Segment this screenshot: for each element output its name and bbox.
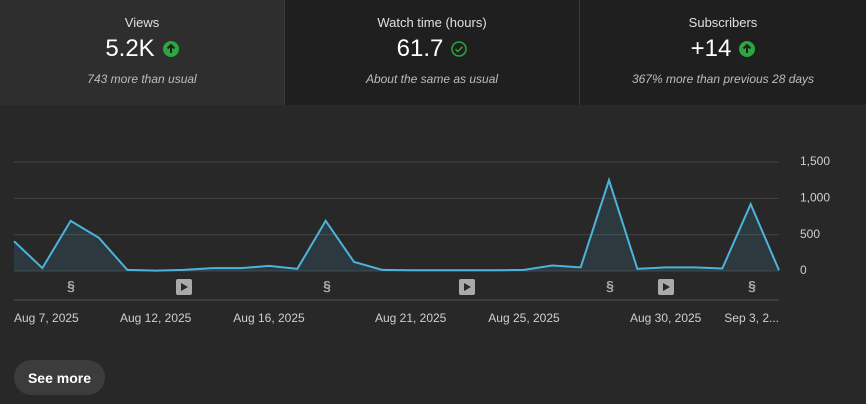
metric-card[interactable]: Subscribers +14 367% more than previous … xyxy=(579,0,866,105)
x-tick-label: Aug 30, 2025 xyxy=(630,311,702,325)
metric-note: About the same as usual xyxy=(365,72,499,86)
metric-value: 5.2K xyxy=(105,35,155,62)
x-tick-label: Aug 12, 2025 xyxy=(120,311,192,325)
metric-title: Views xyxy=(124,15,160,30)
check-icon xyxy=(451,41,468,57)
shorts-icon: § xyxy=(67,278,75,294)
x-tick-label: Aug 7, 2025 xyxy=(14,311,79,325)
metric-card[interactable]: Views 5.2K 743 more than usual xyxy=(0,0,284,105)
metric-value-row: 61.7 xyxy=(285,35,579,63)
metric-value: 61.7 xyxy=(396,35,444,62)
metric-value: +14 xyxy=(690,35,732,62)
up-icon xyxy=(162,41,179,57)
metric-note: 367% more than previous 28 days xyxy=(631,72,815,86)
shorts-icon: § xyxy=(606,278,614,294)
x-tick-label: Aug 21, 2025 xyxy=(375,311,447,325)
metric-value-row: 5.2K xyxy=(0,35,284,63)
metric-title: Subscribers xyxy=(688,15,758,30)
metric-value-row: +14 xyxy=(580,35,866,63)
metric-cards: Views 5.2K 743 more than usual Watch tim… xyxy=(0,0,866,105)
metric-note: 743 more than usual xyxy=(87,72,197,86)
content-markers: § § § § xyxy=(67,278,756,295)
y-tick-label: 1,500 xyxy=(800,154,830,168)
y-tick-label: 500 xyxy=(800,227,820,241)
x-tick-label: Aug 25, 2025 xyxy=(488,311,560,325)
metric-card[interactable]: Watch time (hours) 61.7 About the same a… xyxy=(284,0,579,105)
x-tick-label: Sep 3, 2... xyxy=(724,311,779,325)
metric-title: Watch time (hours) xyxy=(377,15,487,30)
shorts-icon: § xyxy=(748,278,756,294)
line xyxy=(13,176,780,272)
y-tick-label: 1,000 xyxy=(800,191,830,205)
chart: § § § § 0 500 1,000 1,500 Aug 7, 2025 Aug 12,… xyxy=(13,154,830,325)
area xyxy=(14,180,779,271)
x-tick-label: Aug 16, 2025 xyxy=(233,311,305,325)
shorts-icon: § xyxy=(323,278,331,294)
see-more-button[interactable]: See more xyxy=(14,360,105,395)
up-icon xyxy=(739,41,756,57)
y-tick-label: 0 xyxy=(800,263,807,277)
